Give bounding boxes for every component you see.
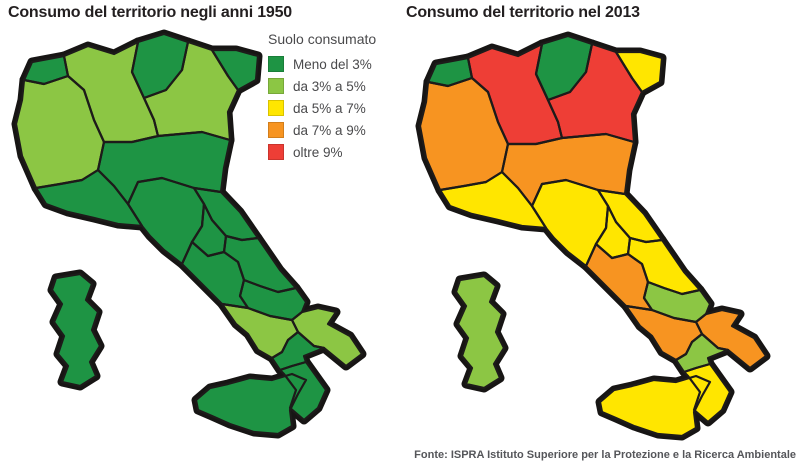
legend-item-da3a5: da 3% a 5% <box>268 78 376 94</box>
region-fill-abruzzo-1950 <box>224 236 296 292</box>
legend-label-da3a5: da 3% a 5% <box>293 78 366 94</box>
region-border-sardegna-2013 <box>454 274 506 390</box>
legend-item-da7a9: da 7% a 9% <box>268 122 376 138</box>
region-fill-veneto-2013 <box>548 44 642 142</box>
region-fill-puglia-2013 <box>696 310 766 368</box>
region-fill-umbria-1950 <box>192 204 226 256</box>
region-fill-friuli_venezia_giulia-1950 <box>212 50 258 90</box>
region-fill-toscana-2013 <box>532 180 608 266</box>
map-title-1950: Consumo del territorio negli anni 1950 <box>8 4 293 21</box>
legend-label-da7a9: da 7% a 9% <box>293 122 366 138</box>
legend-label-meno3: Meno del 3% <box>293 56 372 72</box>
region-border-sardegna-1950 <box>50 272 102 388</box>
region-fill-emilia_romagna-1950 <box>98 132 230 204</box>
region-border-friuli_venezia_giulia-2013 <box>614 50 664 94</box>
region-fill-emilia_romagna-2013 <box>502 134 634 206</box>
region-fill-sicilia-2013 <box>600 376 710 436</box>
legend-swatch-meno3 <box>268 56 284 72</box>
region-fill-puglia-1950 <box>292 308 362 366</box>
italy-choropleth-map-1950 <box>11 29 367 439</box>
region-fill-campania-2013 <box>626 306 702 360</box>
region-fill-piemonte-1950 <box>16 76 104 188</box>
legend-swatch-oltre9 <box>268 144 284 160</box>
region-fill-lombardia-1950 <box>64 42 158 142</box>
region-fill-valle_daosta-1950 <box>24 56 68 84</box>
region-fill-marche-2013 <box>598 190 662 242</box>
region-fill-friuli_venezia_giulia-2013 <box>616 52 662 92</box>
legend-item-meno3: Meno del 3% <box>268 56 376 72</box>
legend-swatch-da5a7 <box>268 100 284 116</box>
region-fill-toscana-1950 <box>128 178 204 264</box>
region-fill-basilicata-2013 <box>676 334 728 372</box>
source-credit: Fonte: ISPRA Istituto Superiore per la P… <box>414 449 796 461</box>
region-fill-veneto-1950 <box>144 42 238 140</box>
region-fill-lombardia-2013 <box>468 44 562 144</box>
legend-swatch-da7a9 <box>268 122 284 138</box>
legend-swatch-da3a5 <box>268 78 284 94</box>
region-fill-umbria-2013 <box>596 206 630 258</box>
legend-item-oltre9: oltre 9% <box>268 144 376 160</box>
italy-choropleth-map-2013 <box>415 31 771 441</box>
region-fill-sicilia-1950 <box>196 374 306 434</box>
region-fill-trentino_alto_adige-2013 <box>536 36 592 100</box>
legend-title: Suolo consumato <box>268 31 377 47</box>
legend: Suolo consumato Meno del 3% da 3% a 5% d… <box>268 31 376 166</box>
legend-label-oltre9: oltre 9% <box>293 144 343 160</box>
region-fill-marche-1950 <box>194 188 258 240</box>
region-border-puglia-1950 <box>290 306 364 368</box>
region-border-puglia-2013 <box>694 308 768 370</box>
legend-item-da5a7: da 5% a 7% <box>268 100 376 116</box>
region-fill-basilicata-1950 <box>272 332 324 370</box>
region-fill-campania-1950 <box>222 304 298 358</box>
map-title-2013: Consumo del territorio nel 2013 <box>406 4 640 21</box>
region-fill-trentino_alto_adige-1950 <box>132 34 188 98</box>
region-fill-abruzzo-2013 <box>628 238 700 294</box>
legend-label-da5a7: da 5% a 7% <box>293 100 366 116</box>
region-border-sicilia-1950 <box>194 372 308 436</box>
region-fill-valle_daosta-2013 <box>428 58 472 86</box>
region-fill-piemonte-2013 <box>420 78 508 190</box>
region-border-friuli_venezia_giulia-1950 <box>210 48 260 92</box>
region-border-sicilia-2013 <box>598 374 712 438</box>
